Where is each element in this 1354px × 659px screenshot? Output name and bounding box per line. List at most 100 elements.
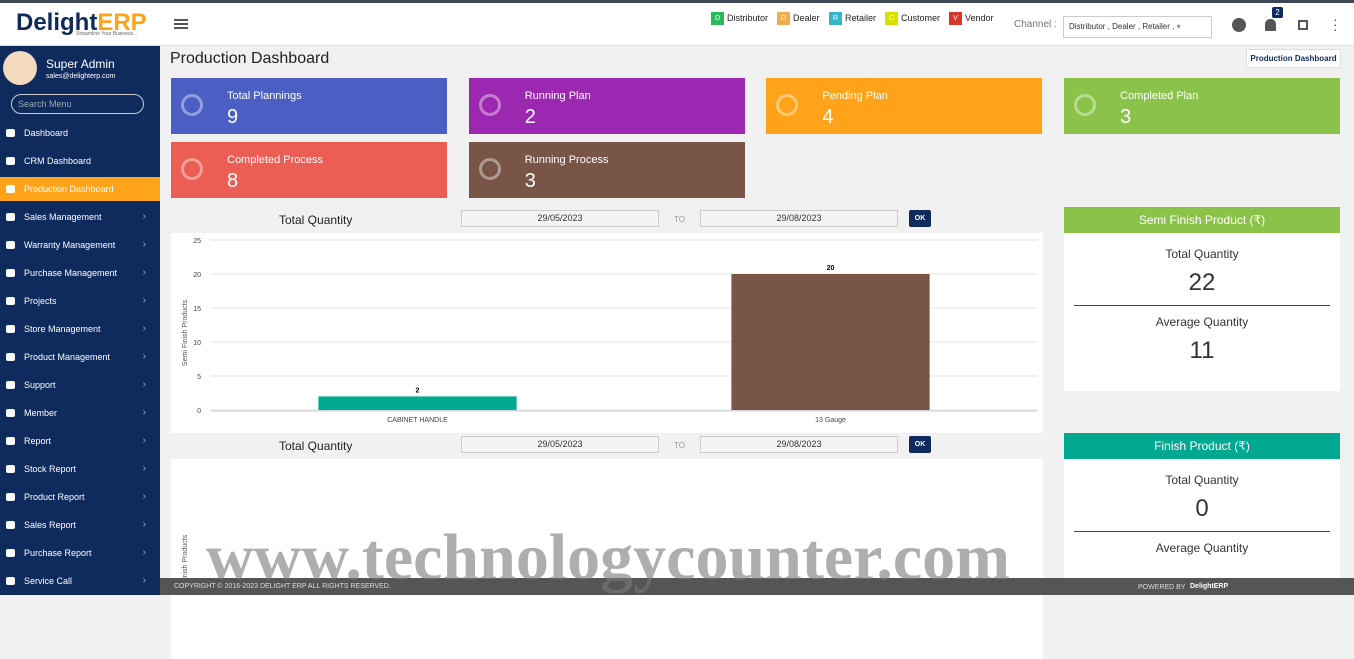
menu-chevron: › — [142, 463, 146, 474]
menu-toggle[interactable] — [174, 19, 188, 29]
menu-label: CRM Dashboard — [24, 156, 92, 166]
menu-label: Stock Report — [24, 464, 77, 474]
bar-value-label: 20 — [827, 265, 835, 272]
ok-button[interactable]: OK — [909, 210, 931, 227]
average-label: Average Quantity — [1155, 541, 1249, 555]
bar-chart: Semi Finish Products 0 5 10 15 20 25 2 CABINET H… — [171, 233, 1043, 433]
card-label: Completed Process — [227, 154, 323, 166]
menu-item[interactable]: Product Management › — [0, 345, 160, 369]
menu-icon — [6, 465, 15, 473]
bell-icon[interactable] — [1265, 19, 1276, 31]
card-label: Running Process — [524, 154, 609, 166]
average-label: Average Quantity — [1155, 315, 1249, 329]
date-from[interactable]: 29/05/2023 — [461, 210, 659, 227]
card-icon — [181, 158, 203, 180]
to-label: TO — [674, 441, 685, 450]
y-tick-label: 25 — [193, 238, 201, 245]
menu-item[interactable]: Purchase Report › — [0, 541, 160, 565]
menu-item[interactable]: CRM Dashboard — [0, 149, 160, 173]
menu-label: Production Dashboard — [24, 184, 114, 194]
menu-icon — [6, 437, 15, 445]
bar — [731, 274, 930, 410]
brand-name: Delight — [16, 9, 98, 36]
menu-label: Sales Report — [24, 520, 77, 530]
menu-label: Projects — [24, 296, 57, 306]
average-value: 11 — [1189, 337, 1215, 364]
menu-label: Warranty Management — [24, 240, 116, 250]
stat-card: Total Plannings 9 — [171, 78, 447, 134]
date-to[interactable]: 29/08/2023 — [700, 436, 898, 453]
legend-badge: D — [777, 12, 790, 25]
menu-icon — [6, 185, 15, 193]
menu-chevron: › — [142, 323, 146, 334]
menu-item[interactable]: Store Management › — [0, 317, 160, 341]
menu-item[interactable]: Sales Report › — [0, 513, 160, 537]
channel-select[interactable]: Distributor , Dealer , Retailer , ▾ — [1063, 16, 1212, 38]
breadcrumb[interactable]: Production Dashboard — [1246, 49, 1341, 68]
menu-chevron: › — [142, 211, 146, 222]
legend-badge: C — [885, 12, 898, 25]
summary-panel: Finish Product (₹) Total Quantity 0 Average… — [1064, 433, 1340, 583]
legend-label: Distributor — [727, 13, 769, 23]
menu-icon — [6, 409, 15, 417]
menu-label: Service Call — [24, 576, 73, 586]
settings-icon[interactable] — [1232, 18, 1246, 32]
fullscreen-icon[interactable] — [1298, 20, 1308, 30]
tagline: Streamline Your Business... — [76, 31, 138, 37]
menu-chevron: › — [142, 435, 146, 446]
total-value: 22 — [1188, 269, 1216, 296]
menu-item[interactable]: Warranty Management › — [0, 233, 160, 257]
menu-item[interactable]: Report › — [0, 429, 160, 453]
powered-brand: DelightERP — [1190, 583, 1229, 590]
menu-item[interactable]: Service Call › — [0, 569, 160, 593]
date-to[interactable]: 29/08/2023 — [700, 210, 898, 227]
menu-item[interactable]: Production Dashboard — [0, 177, 160, 201]
menu-item[interactable]: Purchase Management › — [0, 261, 160, 285]
menu-item[interactable]: Support › — [0, 373, 160, 397]
menu-chevron: › — [142, 267, 146, 278]
search-box[interactable]: Search Menu — [11, 94, 144, 114]
menu-chevron: › — [142, 547, 146, 558]
stat-card: Completed Plan 3 — [1064, 78, 1341, 134]
menu-chevron: › — [142, 491, 146, 502]
menu-label: Store Management — [24, 324, 101, 334]
menu-item[interactable]: Projects › — [0, 289, 160, 313]
notification-badge: 2 — [1272, 7, 1283, 18]
menu-icon — [6, 521, 15, 529]
sidebar: Super Admin sales@delighterp.com Search … — [0, 46, 160, 595]
more-icon[interactable]: · · · — [1333, 11, 1338, 37]
card-value: 9 — [227, 106, 239, 128]
section-title: Total Quantity — [279, 439, 353, 453]
menu-item[interactable]: Product Report › — [0, 485, 160, 509]
menu-chevron: › — [142, 519, 146, 530]
menu-chevron: › — [142, 575, 146, 586]
menu-label: Member — [24, 408, 58, 418]
menu-item[interactable]: Stock Report › — [0, 457, 160, 481]
watermark: www.technologycounter.com — [206, 521, 1011, 594]
logo: DelightERP — [16, 9, 147, 37]
date-from[interactable]: 29/05/2023 — [461, 436, 659, 453]
stat-card: Running Plan 2 — [468, 78, 745, 134]
menu-chevron: › — [142, 295, 146, 306]
menu-chevron: › — [142, 351, 146, 362]
menu-item[interactable]: Sales Management › — [0, 205, 160, 229]
legend-badge: D — [711, 12, 724, 25]
total-value: 0 — [1195, 495, 1209, 522]
stat-card: Running Process 3 — [468, 142, 745, 198]
brand-suffix: ERP — [97, 9, 147, 36]
menu-icon — [6, 129, 15, 137]
x-tick-label: 13 Gauge — [815, 417, 846, 424]
section-title: Total Quantity — [279, 213, 353, 227]
ok-button[interactable]: OK — [909, 436, 931, 453]
menu-item[interactable]: Member › — [0, 401, 160, 425]
y-axis-label: Finish Products — [182, 534, 189, 583]
card-label: Total Plannings — [227, 90, 302, 102]
card-value: 3 — [1120, 106, 1132, 128]
powered-by: POWERED BY — [1138, 584, 1186, 591]
menu-label: Product Management — [24, 352, 111, 362]
menu-icon — [6, 297, 15, 305]
card-label: Running Plan — [524, 90, 591, 102]
menu-item[interactable]: Dashboard — [0, 121, 160, 145]
menu-label: Product Report — [24, 492, 85, 502]
